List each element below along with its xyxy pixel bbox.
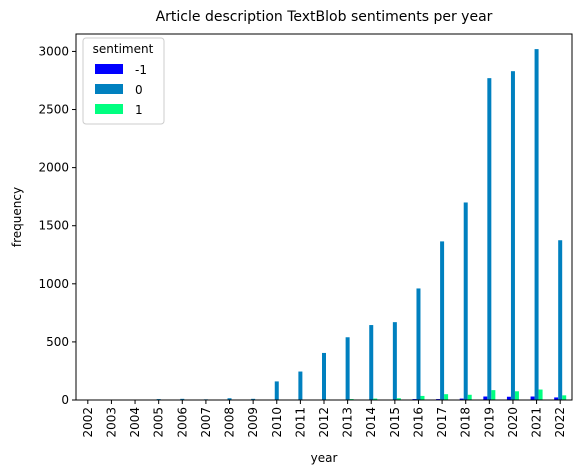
x-axis-label: year: [311, 451, 338, 465]
y-tick-label: 1000: [38, 277, 69, 291]
bar-2012-series-1: [322, 353, 326, 400]
x-tick-label: 2005: [152, 407, 166, 438]
bar-2019-series-0: [483, 397, 487, 400]
x-tick-label: 2002: [81, 407, 95, 438]
bar-2021-series-2: [539, 390, 543, 400]
bar-2022-series-1: [558, 240, 562, 400]
legend-swatch-series-0: [95, 64, 123, 74]
legend: sentiment -1 0 1: [83, 38, 164, 124]
chart-title: Article description TextBlob sentiments …: [156, 9, 493, 25]
bar-2021-series-1: [535, 49, 539, 400]
x-tick-label: 2022: [553, 407, 567, 438]
x-tick-label: 2016: [411, 407, 425, 438]
bar-2016-series-1: [416, 288, 420, 400]
legend-swatch-series-2: [95, 104, 123, 114]
x-tick-label: 2003: [104, 407, 118, 438]
x-tick-label: 2006: [175, 407, 189, 438]
x-tick-label: 2012: [317, 407, 331, 438]
y-tick-label: 500: [46, 335, 69, 349]
bar-2020-series-2: [515, 391, 519, 400]
bar-2014-series-1: [369, 325, 373, 400]
y-tick-label: 2500: [38, 103, 69, 117]
legend-title: sentiment: [93, 42, 154, 56]
bar-2018-series-1: [464, 202, 468, 400]
bar-2021-series-0: [531, 397, 535, 400]
y-tick-label: 3000: [38, 44, 69, 58]
bar-2017-series-1: [440, 241, 444, 400]
bar-2015-series-1: [393, 322, 397, 400]
x-tick-label: 2014: [364, 407, 378, 438]
x-tick-label: 2021: [530, 407, 544, 438]
bar-2019-series-2: [491, 390, 495, 400]
legend-label-series-0: -1: [135, 63, 147, 77]
y-tick-label: 0: [61, 393, 69, 407]
x-tick-label: 2011: [293, 407, 307, 438]
x-tick-label: 2017: [435, 407, 449, 438]
bar-2022-series-2: [562, 395, 566, 400]
x-tick-label: 2010: [270, 407, 284, 438]
bar-2010-series-1: [275, 381, 279, 400]
bar-2017-series-2: [444, 394, 448, 400]
x-tick-label: 2004: [128, 407, 142, 438]
bar-2016-series-2: [420, 396, 424, 400]
bar-2013-series-1: [346, 337, 350, 400]
y-tick-label: 1500: [38, 219, 69, 233]
bar-2011-series-1: [298, 372, 302, 400]
x-tick-label: 2018: [459, 407, 473, 438]
x-tick-label: 2008: [223, 407, 237, 438]
y-axis: 0 500 1000 1500 2000 2500 3000: [38, 44, 76, 407]
x-tick-label: 2020: [506, 407, 520, 438]
x-axis: 2002 2003 2004 2005 2006 2007 2008 2009 2010 2011…: [81, 400, 567, 438]
x-tick-label: 2013: [341, 407, 355, 438]
y-tick-label: 2000: [38, 161, 69, 175]
legend-label-series-2: 1: [135, 103, 143, 117]
x-tick-label: 2007: [199, 407, 213, 438]
y-axis-label: frequency: [10, 187, 24, 247]
legend-label-series-1: 0: [135, 83, 143, 97]
x-tick-label: 2015: [388, 407, 402, 438]
bar-2020-series-1: [511, 71, 515, 400]
bar-2019-series-1: [487, 78, 491, 400]
x-tick-label: 2009: [246, 407, 260, 438]
bar-2018-series-2: [468, 395, 472, 400]
legend-swatch-series-1: [95, 84, 123, 94]
x-tick-label: 2019: [482, 407, 496, 438]
